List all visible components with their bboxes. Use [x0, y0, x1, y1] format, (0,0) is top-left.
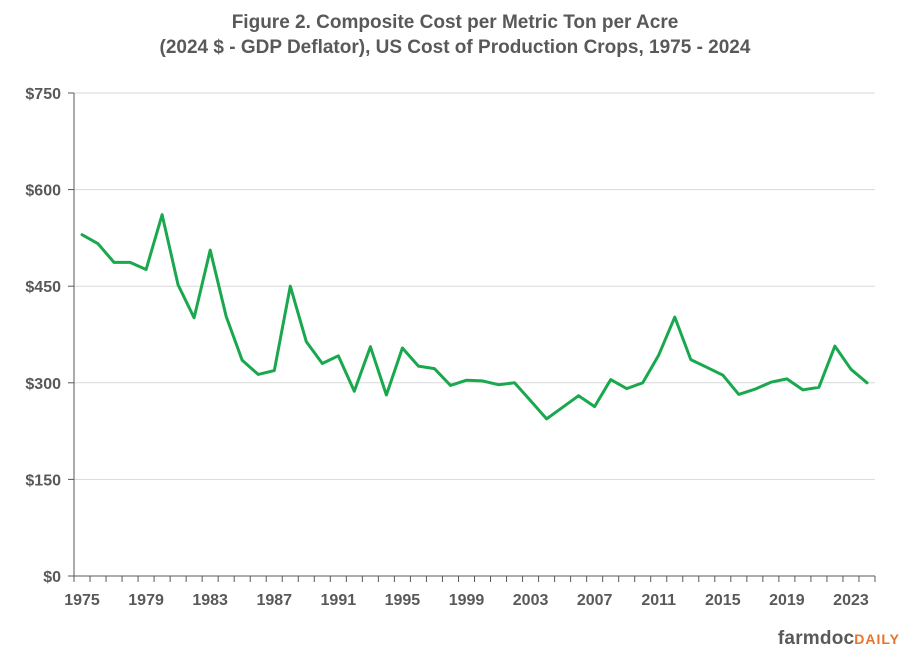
series-line: [80, 213, 869, 421]
brand-logo: farmdocDAILY: [778, 628, 900, 650]
chart-title-block: Figure 2. Composite Cost per Metric Ton …: [0, 10, 910, 60]
y-tick-label: $600: [25, 183, 61, 200]
x-tick-label: 1995: [385, 592, 421, 609]
y-tick-label: $450: [25, 279, 61, 296]
x-tick-label: 1979: [128, 592, 164, 609]
x-tick-label: 2015: [705, 592, 741, 609]
x-tick-label: 1975: [64, 592, 100, 609]
y-tick-label: $0: [43, 569, 61, 586]
x-tick-label: 2003: [513, 592, 549, 609]
x-tick-label: 1983: [192, 592, 228, 609]
x-tick-label: 2023: [833, 592, 869, 609]
chart-subtitle: (2024 $ - GDP Deflator), US Cost of Prod…: [159, 37, 751, 58]
x-tick-label: 2011: [641, 592, 676, 609]
y-tick-label: $300: [25, 376, 61, 393]
x-tick-label: 2007: [577, 592, 613, 609]
brand-part1: farmdoc: [777, 628, 855, 649]
x-tick-label: 1991: [321, 592, 357, 609]
x-tick-label: 1987: [256, 592, 292, 609]
chart-title: Figure 2. Composite Cost per Metric Ton …: [231, 12, 679, 33]
x-tick-label: 1999: [449, 592, 485, 609]
brand-part2: DAILY: [854, 631, 900, 647]
x-tick-label: 2019: [769, 592, 805, 609]
y-tick-label: $750: [25, 86, 61, 103]
y-tick-label: $150: [25, 472, 61, 489]
